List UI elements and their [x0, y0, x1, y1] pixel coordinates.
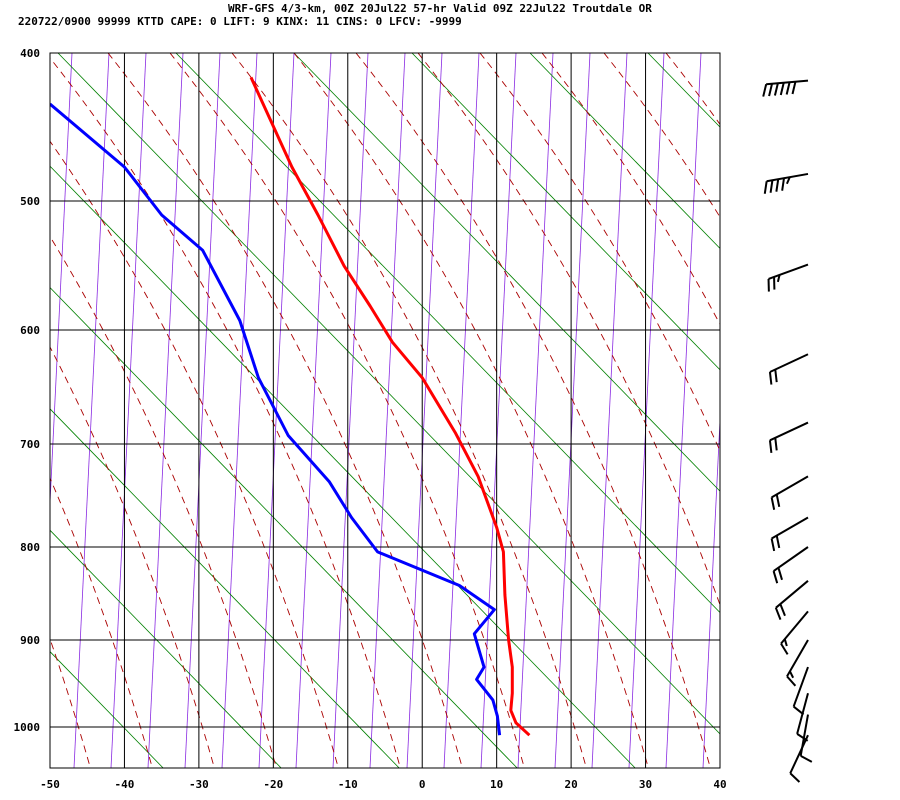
dry-adiabat-line: [50, 286, 518, 768]
plot-frame: [49, 52, 721, 769]
wind-barb: [796, 693, 809, 742]
y-tick-label: 400: [20, 47, 40, 60]
y-tick-label: 700: [20, 438, 40, 451]
dry-adiabat-line: [647, 53, 720, 128]
y-tick-label: 1000: [14, 721, 41, 734]
isotherm-lines: [0, 53, 812, 768]
isotherm-line: [221, 53, 258, 768]
isotherm-line: [184, 53, 221, 768]
x-tick-label: 0: [419, 778, 426, 791]
wind-barbs: [762, 79, 813, 783]
temperature-line: [249, 76, 531, 737]
isotherm-line: [591, 53, 628, 768]
y-tick-label: 800: [20, 541, 40, 554]
x-tick-label: 40: [713, 778, 726, 791]
grid-lines: [49, 52, 721, 768]
wind-barb: [763, 172, 809, 194]
isotherm-line: [628, 53, 665, 768]
moist-adiabat-line: [541, 53, 720, 326]
moist-adiabat-line: [479, 53, 720, 452]
moist-adiabat-line: [50, 476, 153, 768]
isotherm-line: [443, 53, 480, 768]
isotherm-line: [369, 53, 406, 768]
x-tick-label: -50: [40, 778, 60, 791]
moist-adiabat-line: [169, 53, 525, 768]
moist-adiabat-line: [50, 140, 339, 768]
isotherm-line: [295, 53, 332, 768]
wind-barb: [772, 546, 809, 584]
dry-adiabat-line: [50, 529, 282, 768]
moist-adiabat-line: [50, 637, 91, 768]
wind-barb: [786, 639, 809, 687]
x-tick-labels: -50 -40 -30 -20 -10 0 10 20 30 40: [40, 778, 727, 791]
isotherm-line: [517, 53, 554, 768]
isotherm-line: [332, 53, 369, 768]
isotherm-line: [110, 53, 147, 768]
y-tick-label: 600: [20, 324, 40, 337]
x-tick-label: -10: [338, 778, 358, 791]
isotherm-line: [0, 53, 35, 768]
dry-adiabat-line: [293, 53, 720, 492]
dry-adiabat-line: [175, 53, 720, 614]
isotherm-line: [73, 53, 110, 768]
dry-adiabat-line: [0, 53, 50, 773]
wind-barb: [792, 666, 809, 716]
wind-barb: [768, 353, 809, 385]
moist-adiabat-line: [417, 53, 720, 607]
isotherm-line: [406, 53, 443, 768]
isotherm-line: [702, 412, 720, 768]
y-tick-label: 900: [20, 634, 40, 647]
dry-adiabat-line: [50, 165, 636, 768]
moist-adiabat-line: [355, 53, 711, 768]
moist-adiabat-line: [0, 53, 34, 788]
moist-adiabat-line: [603, 53, 720, 218]
dry-adiabat-lines: [0, 53, 900, 773]
x-tick-label: -30: [189, 778, 209, 791]
isotherm-line: [665, 53, 702, 768]
moist-adiabat-lines: [0, 53, 900, 788]
isotherm-line: [554, 53, 591, 768]
x-tick-label: -20: [263, 778, 283, 791]
x-tick-label: 30: [639, 778, 652, 791]
x-tick-label: 20: [564, 778, 577, 791]
moist-adiabat-line: [50, 57, 401, 768]
wind-barb: [767, 263, 809, 292]
dry-adiabat-line: [529, 53, 720, 250]
x-tick-label: 10: [490, 778, 503, 791]
moist-adiabat-line: [293, 53, 649, 768]
y-tick-labels: 400 500 600 700 800 900 1000: [14, 47, 41, 734]
wind-barb: [770, 475, 809, 510]
moist-adiabat-line: [50, 235, 277, 768]
isotherm-line: [480, 53, 517, 768]
moist-adiabat-line: [728, 53, 900, 788]
dewpoint-line: [50, 102, 502, 736]
wind-barb: [789, 734, 809, 783]
dry-adiabat-line: [57, 53, 720, 735]
wind-barb: [762, 79, 809, 97]
moist-adiabat-line: [231, 53, 587, 768]
x-tick-label: -40: [115, 778, 135, 791]
y-tick-label: 500: [20, 195, 40, 208]
header-line1: WRF-GFS 4/3-km, 00Z 20Jul22 57-hr Valid …: [228, 2, 652, 15]
wind-barb: [768, 421, 809, 453]
moist-adiabat-line: [665, 53, 720, 126]
dry-adiabat-line: [50, 408, 400, 768]
wind-barb: [780, 610, 809, 655]
dry-adiabat-line: [766, 53, 900, 773]
wind-barb: [774, 580, 809, 620]
isotherm-line: [740, 53, 775, 768]
header-line2: 220722/0900 99999 KTTD CAPE: 0 LIFT: 9 K…: [18, 15, 462, 28]
isotherm-line: [777, 53, 812, 768]
sounding-profiles: [50, 76, 531, 737]
moist-adiabat-line: [50, 346, 215, 768]
isotherm-line: [50, 53, 73, 511]
wind-barb: [770, 516, 809, 552]
dry-adiabat-line: [411, 53, 720, 371]
moist-adiabat-line: [107, 53, 463, 768]
dry-adiabat-line: [50, 651, 164, 768]
isotherm-line: [147, 53, 184, 768]
